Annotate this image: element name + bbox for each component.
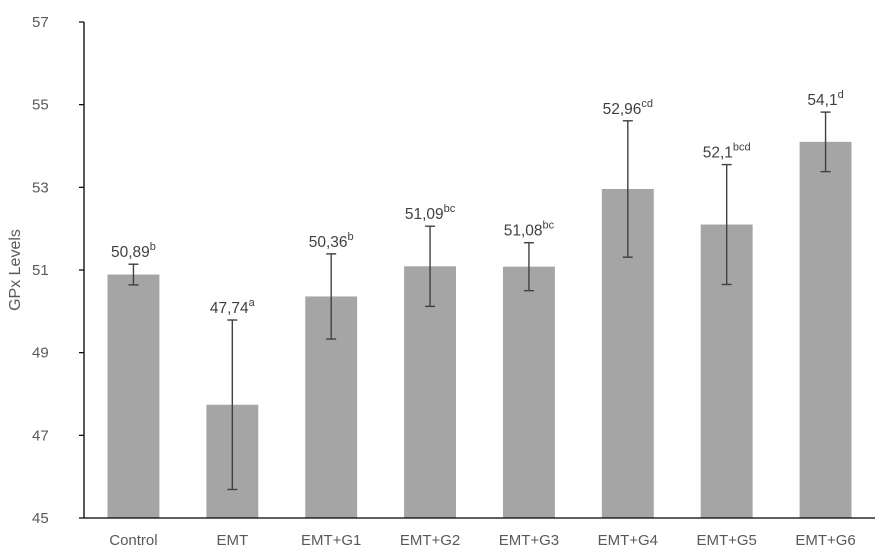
bar-emt-g3 <box>502 266 555 518</box>
error-bar <box>523 242 534 292</box>
bar-emt-g2 <box>404 266 457 518</box>
x-category-label: Control <box>109 532 157 549</box>
value-label: 51,09bc <box>405 203 456 223</box>
value-label: 47,74a <box>210 297 256 317</box>
y-tick-label: 57 <box>32 14 49 31</box>
y-tick-label: 45 <box>32 510 49 527</box>
error-bar <box>721 163 732 286</box>
value-label: 50,89b <box>111 241 156 261</box>
bar-emt-g6 <box>799 141 852 518</box>
value-label: 52,96cd <box>603 98 653 118</box>
y-axis-ticks: 45 47 49 51 53 55 57 <box>32 14 84 527</box>
value-label: 50,36b <box>309 231 354 251</box>
error-bar <box>622 120 633 258</box>
x-axis-category-labels: Control EMT EMT+G1 EMT+G2 EMT+G3 EMT+G4 EMT+G5… <box>109 532 856 549</box>
error-bar <box>227 319 238 491</box>
y-tick-label: 49 <box>32 345 49 362</box>
error-bar <box>326 253 337 340</box>
bars <box>107 141 852 519</box>
value-labels: 50,89b 47,74a 50,36b 51,09bc 51,08bc 52,96cd 5… <box>111 89 844 317</box>
x-category-label: EMT+G2 <box>400 532 460 549</box>
value-label: 52,1bcd <box>703 142 751 162</box>
x-category-label: EMT+G1 <box>301 532 361 549</box>
x-category-label: EMT+G6 <box>795 532 855 549</box>
x-category-label: EMT+G4 <box>598 532 658 549</box>
y-tick-label: 55 <box>32 97 49 114</box>
error-bar <box>425 225 436 308</box>
y-axis-title: GPx Levels <box>7 229 24 311</box>
error-bars <box>128 111 831 491</box>
value-label: 51,08bc <box>504 220 555 240</box>
error-bar <box>820 111 831 173</box>
x-category-label: EMT+G3 <box>499 532 559 549</box>
y-tick-label: 53 <box>32 179 49 196</box>
bar-control <box>107 274 160 518</box>
y-tick-label: 51 <box>32 262 49 279</box>
x-category-label: EMT <box>216 532 248 549</box>
x-category-label: EMT+G5 <box>696 532 756 549</box>
y-tick-label: 47 <box>32 427 49 444</box>
value-label: 54,1d <box>807 89 843 109</box>
error-bar <box>128 263 139 286</box>
